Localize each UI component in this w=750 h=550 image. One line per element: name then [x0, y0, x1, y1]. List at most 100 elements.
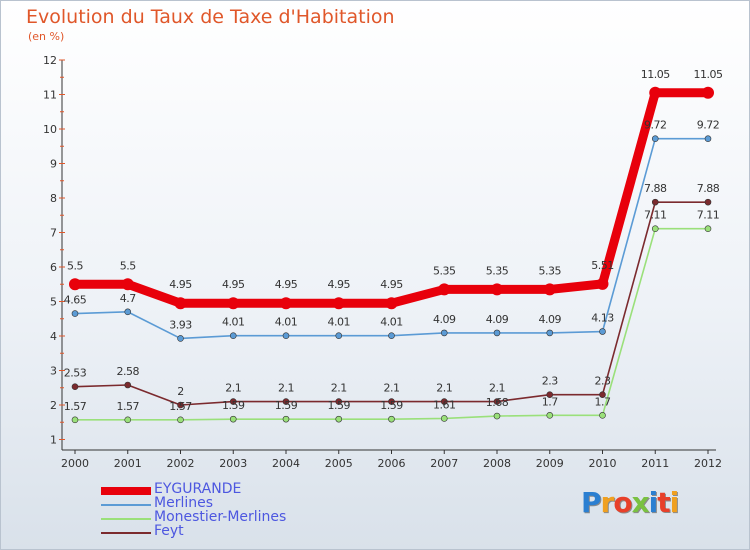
data-label: 2.1: [331, 382, 347, 395]
legend: EYGURANDE Merlines Monestier-Merlines Feyt: [101, 481, 361, 540]
data-point: [599, 391, 606, 398]
data-point: [649, 86, 662, 99]
data-point: [71, 383, 79, 391]
data-point: [651, 135, 659, 142]
data-point: [177, 416, 184, 424]
data-label: 5.35: [433, 264, 456, 277]
data-label: 1.7: [542, 395, 558, 408]
logo-letter: x: [631, 486, 650, 519]
data-point: [282, 398, 290, 405]
data-point: [124, 308, 132, 316]
data-point: [385, 297, 398, 310]
data-label: 4.95: [169, 278, 192, 291]
x-tick-label: 2002: [167, 457, 195, 470]
data-point: [438, 283, 451, 296]
data-label: 2.3: [595, 375, 611, 388]
data-label: 1.68: [486, 396, 509, 409]
data-point: [493, 329, 501, 337]
data-label: 4.01: [222, 316, 245, 329]
data-point: [332, 297, 345, 310]
legend-swatch: [101, 518, 151, 520]
legend-item: Monestier-Merlines: [101, 509, 361, 526]
data-label: 11.05: [694, 68, 723, 81]
data-point: [440, 329, 448, 337]
data-point: [335, 415, 343, 423]
data-label: 5.51: [591, 259, 614, 272]
data-point: [121, 278, 134, 291]
x-tick-label: 2000: [61, 457, 89, 470]
y-tick-label: 6: [50, 261, 57, 274]
data-label: 2.1: [489, 382, 505, 395]
data-point: [280, 297, 292, 310]
data-label: 1.61: [433, 398, 456, 411]
data-label: 2.3: [542, 375, 558, 388]
data-label: 2.1: [436, 382, 452, 395]
data-label: 1.57: [169, 400, 192, 413]
x-tick-label: 2006: [378, 457, 406, 470]
data-label: 4.09: [433, 313, 456, 326]
data-point: [704, 135, 712, 142]
data-point: [596, 277, 609, 290]
data-point: [491, 283, 503, 296]
data-point: [124, 381, 132, 389]
data-label: 2.53: [64, 367, 87, 380]
data-label: 1.57: [117, 400, 140, 413]
data-point: [440, 415, 448, 422]
data-label: 5.5: [67, 259, 83, 272]
data-point: [546, 412, 554, 419]
data-label: 2.1: [225, 382, 241, 395]
x-tick-label: 2001: [114, 457, 142, 470]
data-point: [229, 415, 237, 423]
data-point: [174, 297, 187, 310]
y-tick-label: 11: [43, 89, 57, 102]
y-tick-label: 4: [50, 330, 57, 343]
y-tick-label: 8: [50, 192, 57, 205]
x-tick-label: 2007: [430, 457, 458, 470]
data-label: 3.93: [169, 318, 192, 331]
logo-letter: o: [613, 486, 632, 519]
data-point: [702, 86, 714, 99]
legend-label: Feyt: [154, 523, 184, 539]
data-point: [651, 225, 659, 233]
x-tick-label: 2008: [483, 457, 511, 470]
data-label: 4.09: [486, 313, 509, 326]
legend-swatch: [101, 487, 151, 495]
data-point: [493, 398, 501, 405]
data-label: 1.57: [64, 400, 87, 413]
data-point: [124, 416, 132, 424]
legend-swatch: [101, 532, 151, 534]
x-tick-label: 2010: [589, 457, 617, 470]
data-labels: 5.5 5.5 4.95 4.95 4.95 4.95 4.95 5.35 5.35 5.35 5.…: [64, 68, 724, 413]
data-point: [177, 401, 184, 409]
data-label: 5.5: [120, 259, 136, 272]
data-label: 1.59: [222, 399, 245, 412]
data-label: 11.05: [641, 68, 670, 81]
data-point: [282, 332, 290, 339]
data-point: [388, 415, 395, 423]
x-tick-label: 2009: [536, 457, 564, 470]
data-label: 2.1: [384, 382, 400, 395]
data-point: [69, 278, 81, 291]
data-point: [651, 198, 659, 206]
data-label: 7.88: [697, 182, 720, 195]
data-label: 4.01: [328, 316, 351, 329]
data-label: 4.95: [328, 278, 351, 291]
data-label: 2: [177, 385, 184, 398]
data-point: [388, 398, 395, 405]
data-point: [227, 297, 240, 310]
series-lines: [70, 88, 713, 421]
data-point: [229, 398, 237, 405]
y-tick-label: 7: [50, 227, 57, 240]
data-point: [335, 398, 343, 405]
legend-label: EYGURANDE: [154, 481, 242, 497]
x-tick-label: 2011: [641, 457, 669, 470]
legend-swatch: [101, 504, 151, 506]
x-tick-label: 2012: [694, 457, 722, 470]
data-point: [71, 310, 79, 317]
y-tick-label: 5: [50, 296, 57, 309]
data-point: [440, 398, 448, 405]
data-label: 4.01: [380, 316, 403, 329]
data-label: 2.1: [278, 382, 294, 395]
